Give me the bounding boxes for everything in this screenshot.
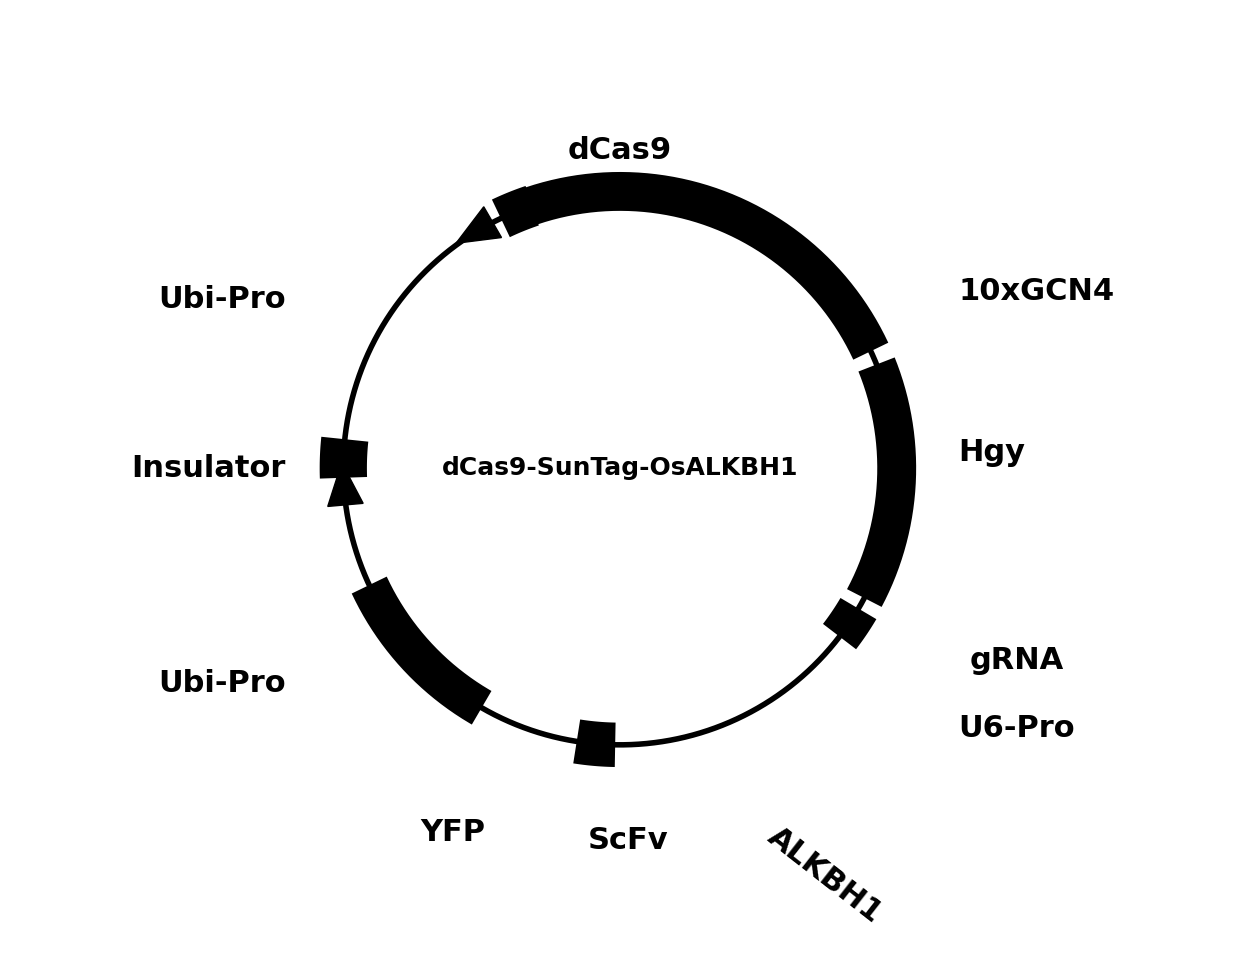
Polygon shape	[456, 207, 501, 244]
Text: 10xGCN4: 10xGCN4	[959, 277, 1115, 306]
Text: U6-Pro: U6-Pro	[959, 714, 1075, 743]
Text: YFP: YFP	[420, 818, 486, 847]
Text: Ubi-Pro: Ubi-Pro	[157, 284, 285, 313]
Polygon shape	[327, 463, 363, 507]
Text: Hgy: Hgy	[959, 438, 1025, 467]
Text: Ubi-Pro: Ubi-Pro	[157, 669, 285, 698]
Text: dCas9-SunTag-OsALKBH1: dCas9-SunTag-OsALKBH1	[441, 456, 799, 481]
Text: gRNA: gRNA	[970, 646, 1064, 675]
Text: ALKBH1: ALKBH1	[763, 822, 888, 928]
Text: Insulator: Insulator	[131, 454, 285, 483]
Text: dCas9: dCas9	[568, 135, 672, 164]
Text: ScFv: ScFv	[588, 826, 668, 855]
Polygon shape	[419, 661, 464, 702]
